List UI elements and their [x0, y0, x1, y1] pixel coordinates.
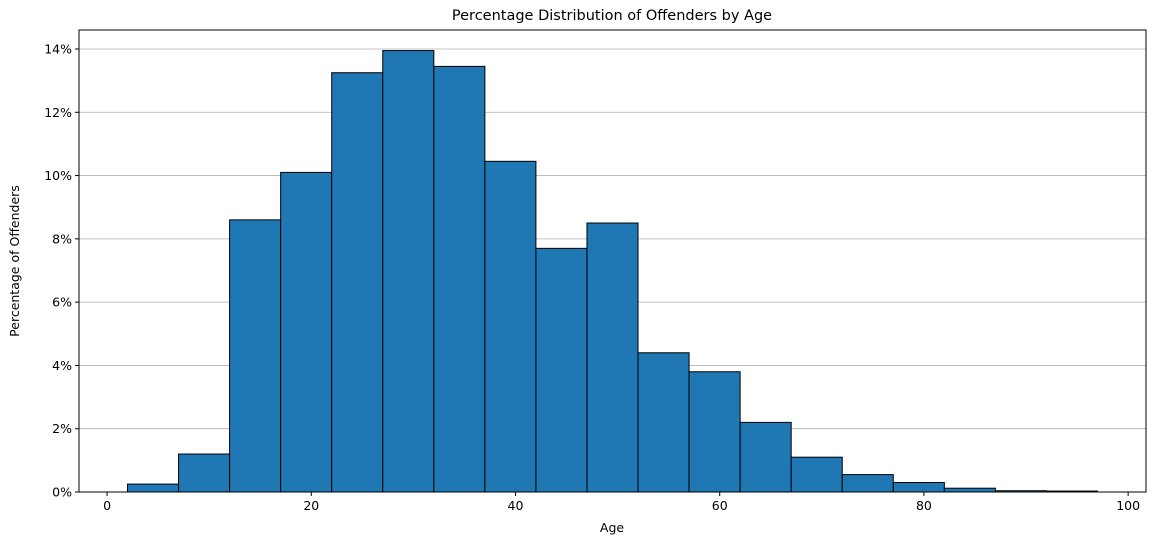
x-tick-label: 100	[1116, 498, 1140, 513]
y-axis-label: Percentage of Offenders	[7, 185, 22, 337]
histogram-bar	[433, 65, 486, 493]
histogram-bar	[586, 222, 639, 493]
x-tick-label: 20	[303, 498, 319, 513]
y-axis-ticks: 0% 2% 4% 6% 8% 10% 12% 14%	[44, 41, 79, 500]
y-tick-label: 2%	[52, 421, 72, 436]
histogram-bar	[943, 487, 996, 493]
histogram-bar	[739, 421, 792, 493]
x-tick-label: 0	[103, 498, 111, 513]
histogram-bar	[280, 171, 333, 493]
x-tick-label: 40	[508, 498, 524, 513]
y-tick-label: 10%	[44, 168, 72, 183]
y-tick-label: 12%	[44, 105, 72, 120]
bars	[127, 50, 1099, 493]
histogram-bar	[127, 483, 180, 493]
x-tick-label: 80	[916, 498, 932, 513]
histogram-bar	[790, 456, 843, 493]
histogram-bar	[178, 453, 231, 493]
histogram-bar	[484, 160, 537, 493]
plot-frame	[78, 29, 1147, 493]
histogram-bar	[535, 247, 588, 493]
y-tick-label: 8%	[52, 231, 72, 246]
y-tick-label: 14%	[44, 41, 72, 56]
histogram-bar	[892, 482, 945, 493]
y-tick-label: 6%	[52, 295, 72, 310]
histogram-bar	[382, 50, 435, 493]
x-axis-label: Age	[600, 520, 624, 535]
histogram-bar	[637, 352, 690, 493]
histogram-bar	[229, 219, 282, 493]
histogram-bar	[688, 371, 741, 493]
y-tick-label: 4%	[52, 358, 72, 373]
x-tick-label: 60	[712, 498, 728, 513]
histogram-bar	[331, 72, 384, 493]
y-tick-label: 0%	[52, 485, 72, 500]
chart-title: Percentage Distribution of Offenders by …	[452, 8, 772, 24]
x-axis-ticks: 0 20 40 60 80 100	[103, 492, 1140, 513]
histogram-bar	[841, 474, 894, 493]
